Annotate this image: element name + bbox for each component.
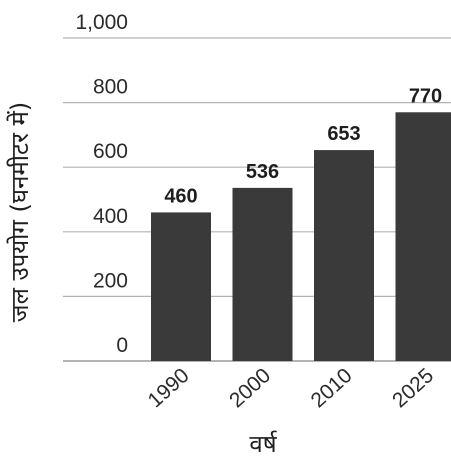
x-tick-labels: 1990 2000 2010 2025 — [144, 364, 439, 412]
bar — [395, 112, 451, 361]
data-label: 460 — [164, 185, 197, 207]
y-axis-title: जल उपयोग (घनमीटर में) — [6, 102, 34, 322]
bar — [232, 187, 293, 361]
y-tick-label: 800 — [93, 76, 128, 99]
y-tick-label: 0 — [116, 334, 128, 357]
data-label: 770 — [409, 85, 442, 107]
y-tick-label: 600 — [93, 140, 128, 163]
x-axis-title: वर्ष — [249, 430, 277, 458]
bar — [314, 150, 374, 361]
x-tick-label: 2025 — [388, 364, 438, 412]
data-label: 536 — [246, 161, 279, 183]
x-tick-label: 1990 — [144, 364, 194, 412]
bar — [151, 212, 211, 361]
y-tick-label: 1,000 — [75, 11, 128, 34]
x-tick-label: 2010 — [307, 364, 357, 412]
x-tick-label: 2000 — [225, 364, 275, 412]
y-tick-labels: 0 200 400 600 800 1,000 — [75, 11, 128, 357]
y-tick-label: 200 — [93, 269, 128, 292]
data-label: 653 — [327, 123, 360, 145]
data-labels: 460 536 653 770 — [164, 85, 442, 207]
y-tick-label: 400 — [93, 205, 128, 228]
bars — [151, 112, 451, 361]
